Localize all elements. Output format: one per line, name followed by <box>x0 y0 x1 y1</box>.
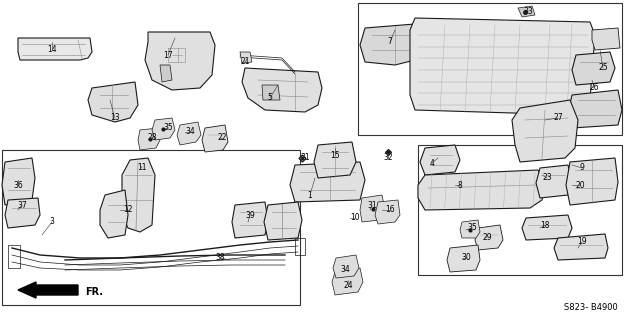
Text: 16: 16 <box>385 205 395 214</box>
Text: 22: 22 <box>217 133 227 142</box>
Polygon shape <box>522 215 572 240</box>
Polygon shape <box>554 234 608 260</box>
Text: 37: 37 <box>17 201 27 210</box>
Text: 4: 4 <box>430 158 435 167</box>
Polygon shape <box>100 190 128 238</box>
Text: 28: 28 <box>147 133 157 142</box>
Text: 17: 17 <box>163 51 173 60</box>
Polygon shape <box>232 202 268 238</box>
Text: 20: 20 <box>575 180 585 189</box>
Polygon shape <box>360 195 385 222</box>
Text: 5: 5 <box>268 93 273 102</box>
Text: 29: 29 <box>482 233 492 242</box>
Polygon shape <box>262 85 280 100</box>
Text: 1: 1 <box>308 190 312 199</box>
Polygon shape <box>240 52 252 63</box>
Text: 18: 18 <box>540 220 550 229</box>
Polygon shape <box>410 18 595 115</box>
Text: 35: 35 <box>467 223 477 233</box>
Polygon shape <box>314 142 356 178</box>
Polygon shape <box>202 125 228 152</box>
Text: 13: 13 <box>110 114 120 123</box>
Bar <box>418 145 622 275</box>
Text: 26: 26 <box>589 84 599 92</box>
Text: 34: 34 <box>185 127 195 137</box>
Text: 9: 9 <box>580 164 585 172</box>
Polygon shape <box>572 52 615 85</box>
Polygon shape <box>418 170 545 210</box>
Text: 27: 27 <box>553 114 563 123</box>
Text: 23: 23 <box>542 173 552 182</box>
Polygon shape <box>88 82 138 122</box>
Text: 14: 14 <box>47 45 57 54</box>
Text: 31: 31 <box>300 154 310 163</box>
Polygon shape <box>2 158 35 205</box>
Text: 19: 19 <box>577 237 587 246</box>
Text: 36: 36 <box>13 180 23 189</box>
Polygon shape <box>566 158 618 205</box>
Polygon shape <box>536 165 572 198</box>
Text: 11: 11 <box>138 164 147 172</box>
Polygon shape <box>375 200 400 224</box>
Text: 35: 35 <box>163 124 173 132</box>
Text: 15: 15 <box>330 150 340 159</box>
Text: 30: 30 <box>461 253 471 262</box>
Polygon shape <box>333 255 359 278</box>
Polygon shape <box>160 65 172 82</box>
Polygon shape <box>138 128 160 150</box>
Text: S823- B4900: S823- B4900 <box>564 303 618 312</box>
Polygon shape <box>460 220 480 238</box>
Text: 3: 3 <box>50 218 55 227</box>
Text: 12: 12 <box>123 205 133 214</box>
Text: 21: 21 <box>241 58 250 67</box>
Text: 8: 8 <box>458 180 462 189</box>
FancyArrow shape <box>18 282 78 298</box>
Polygon shape <box>420 145 460 175</box>
Polygon shape <box>592 28 620 50</box>
Polygon shape <box>122 158 155 232</box>
Text: 10: 10 <box>350 213 360 222</box>
Polygon shape <box>242 68 322 112</box>
Text: 38: 38 <box>215 253 225 262</box>
Polygon shape <box>5 198 40 228</box>
Text: 33: 33 <box>523 7 533 17</box>
Text: FR.: FR. <box>85 287 103 297</box>
Text: 39: 39 <box>245 211 255 220</box>
Bar <box>2 150 300 305</box>
Bar <box>358 3 622 135</box>
Polygon shape <box>332 268 363 295</box>
Polygon shape <box>475 225 503 250</box>
Polygon shape <box>568 90 622 128</box>
Text: 31: 31 <box>367 201 377 210</box>
Text: 7: 7 <box>387 37 392 46</box>
Polygon shape <box>152 118 175 140</box>
Text: 24: 24 <box>343 281 353 290</box>
Text: 34: 34 <box>340 266 350 275</box>
Polygon shape <box>447 245 480 272</box>
Polygon shape <box>264 202 302 240</box>
Polygon shape <box>290 162 365 202</box>
Polygon shape <box>177 122 201 145</box>
Polygon shape <box>145 32 215 90</box>
Text: 32: 32 <box>383 154 392 163</box>
Polygon shape <box>518 6 535 17</box>
Text: 25: 25 <box>598 63 608 73</box>
Polygon shape <box>512 100 578 162</box>
Polygon shape <box>360 24 420 65</box>
Polygon shape <box>18 38 92 60</box>
